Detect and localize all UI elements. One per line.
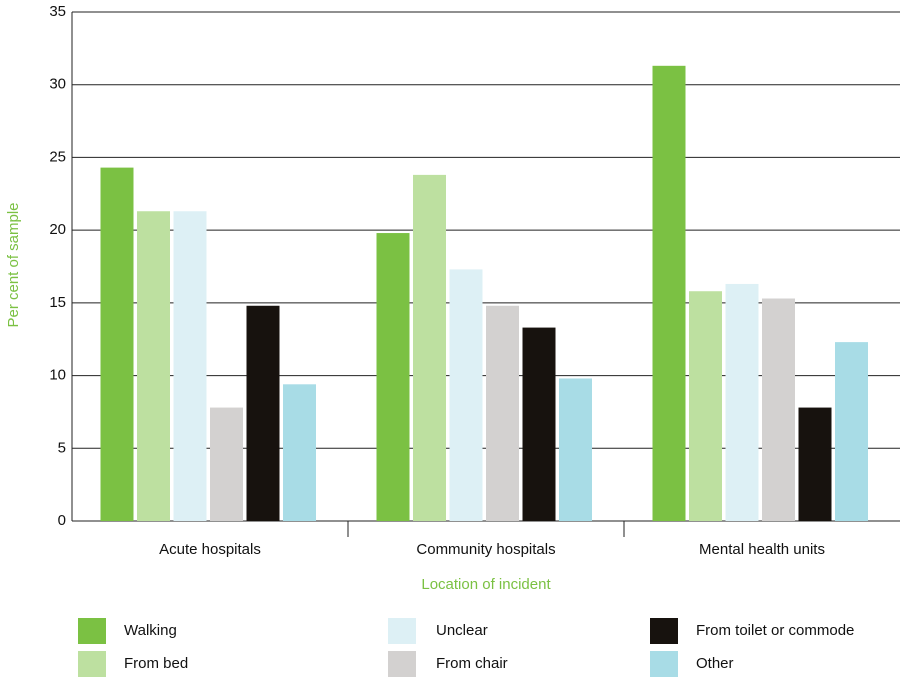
bar bbox=[376, 233, 410, 521]
bar bbox=[725, 283, 759, 521]
bar bbox=[798, 407, 832, 521]
legend-label: From chair bbox=[436, 655, 508, 672]
y-tick-label: 25 bbox=[49, 148, 66, 165]
bar bbox=[100, 167, 134, 521]
bar bbox=[689, 291, 722, 521]
legend-label: Walking bbox=[124, 622, 177, 639]
bar bbox=[835, 342, 868, 521]
y-tick-label: 10 bbox=[49, 367, 66, 384]
bar bbox=[762, 298, 795, 521]
bar bbox=[559, 378, 592, 521]
legend-label: From toilet or commode bbox=[696, 622, 854, 639]
x-tick-label: Community hospitals bbox=[416, 541, 555, 558]
bar bbox=[652, 65, 686, 522]
legend-label: Unclear bbox=[436, 622, 488, 639]
legend-label: Other bbox=[696, 655, 734, 672]
bar bbox=[210, 407, 243, 521]
bar bbox=[173, 211, 207, 522]
legend-swatch bbox=[650, 618, 678, 644]
legend-swatch bbox=[388, 618, 416, 644]
legend-swatch bbox=[650, 651, 678, 677]
x-axis-title: Location of incident bbox=[421, 576, 551, 593]
bar bbox=[522, 327, 556, 521]
legend-swatch bbox=[78, 651, 106, 677]
y-tick-label: 30 bbox=[49, 76, 66, 93]
legend-swatch bbox=[78, 618, 106, 644]
bar bbox=[283, 384, 316, 521]
y-tick-label: 35 bbox=[49, 3, 66, 20]
y-tick-label: 15 bbox=[49, 294, 66, 311]
bar bbox=[486, 305, 519, 521]
bar bbox=[413, 174, 446, 521]
legend-label: From bed bbox=[124, 655, 188, 672]
x-tick-label: Mental health units bbox=[699, 541, 825, 558]
bar bbox=[449, 269, 483, 521]
y-tick-label: 0 bbox=[58, 512, 66, 529]
y-axis-title: Per cent of sample bbox=[5, 202, 22, 327]
y-tick-label: 5 bbox=[58, 439, 66, 456]
y-tick-label: 20 bbox=[49, 221, 66, 238]
x-tick-label: Acute hospitals bbox=[159, 541, 261, 558]
bar bbox=[137, 211, 170, 522]
legend-swatch bbox=[388, 651, 416, 677]
bar bbox=[246, 305, 280, 521]
